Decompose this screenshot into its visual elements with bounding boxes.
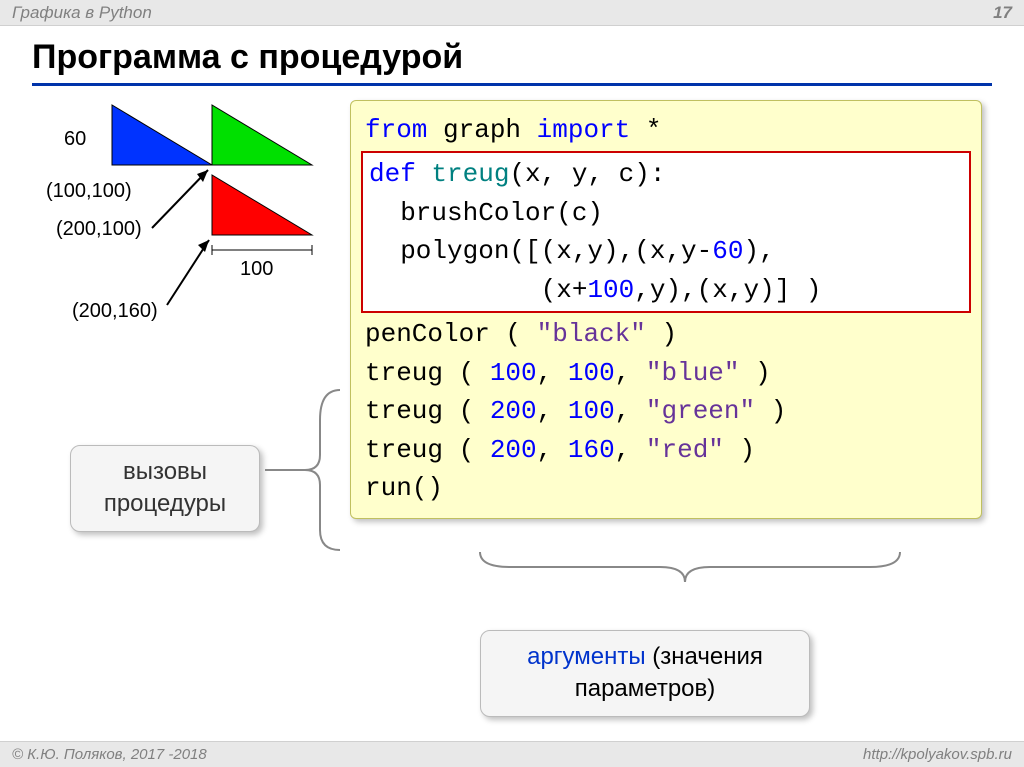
code-line-4: polygon([(x,y),(x,y-60), <box>369 232 963 270</box>
page-number: 17 <box>993 3 1012 23</box>
label-200-160: (200,160) <box>72 300 158 323</box>
code-line-2: def treug(x, y, c): <box>369 155 963 193</box>
triangle-blue <box>112 105 212 165</box>
code-line-3: brushColor(c) <box>369 194 963 232</box>
label-60: 60 <box>64 128 86 151</box>
title-underline <box>32 83 992 86</box>
label-100: 100 <box>240 258 273 281</box>
code-line-8: treug ( 200, 100, "green" ) <box>365 392 967 430</box>
arguments-word: аргументы <box>527 643 646 670</box>
slide-footer: © К.Ю. Поляков, 2017 -2018 http://kpolya… <box>0 741 1024 767</box>
arrow-2 <box>167 240 209 305</box>
slide-title: Программа с процедурой <box>32 38 1024 77</box>
triangle-green <box>212 105 312 165</box>
code-line-10: run() <box>365 469 967 507</box>
slide-header: Графика в Python 17 <box>0 0 1024 26</box>
callout-procedure-calls: вызовы процедуры <box>70 445 260 532</box>
arrowhead-2 <box>198 240 209 252</box>
footer-url: http://kpolyakov.spb.ru <box>863 746 1012 763</box>
arrow-1 <box>152 170 208 228</box>
content-area: 60 (100,100) (200,100) 100 (200,160) fro… <box>0 100 1024 740</box>
brace-left <box>260 380 360 560</box>
label-100-100: (100,100) <box>46 180 132 203</box>
triangle-red <box>212 175 312 235</box>
triangle-diagram: 60 (100,100) (200,100) 100 (200,160) <box>32 100 332 360</box>
code-line-9: treug ( 200, 160, "red" ) <box>365 431 967 469</box>
copyright-text: © К.Ю. Поляков, 2017 -2018 <box>12 746 207 763</box>
subject-label: Графика в Python <box>12 3 152 23</box>
code-line-6: penColor ( "black" ) <box>365 315 967 353</box>
label-200-100: (200,100) <box>56 218 142 241</box>
code-line-1: from graph import * <box>365 111 967 149</box>
code-box: from graph import * def treug(x, y, c): … <box>350 100 982 519</box>
brace-bottom <box>470 542 910 592</box>
callout-arguments: аргументы (значения параметров) <box>480 630 810 717</box>
code-line-7: treug ( 100, 100, "blue" ) <box>365 354 967 392</box>
code-line-5: (x+100,y),(x,y)] ) <box>369 271 963 309</box>
def-frame: def treug(x, y, c): brushColor(c) polygo… <box>361 151 971 313</box>
